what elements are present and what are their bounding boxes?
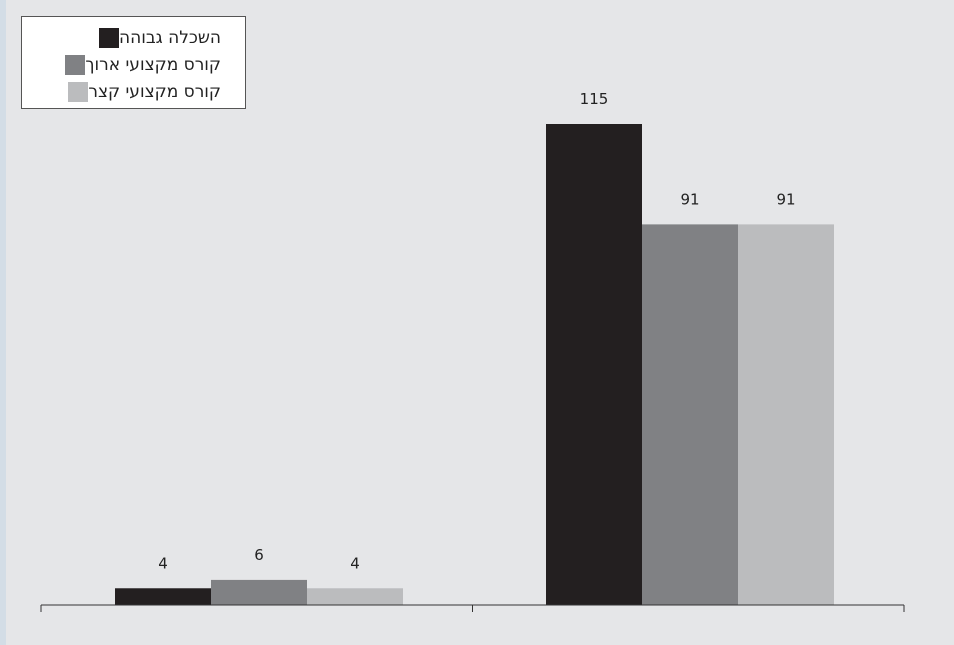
legend-item: השכלה גבוהה bbox=[34, 24, 233, 51]
legend-label: קורס מקצועי ארוך bbox=[85, 54, 221, 75]
data-label: 4 bbox=[158, 554, 168, 572]
left-edge-strip bbox=[0, 0, 6, 645]
data-label: 4 bbox=[350, 554, 360, 572]
bar-series-0-group-0 bbox=[115, 588, 211, 605]
bar-series-1-group-1 bbox=[642, 224, 738, 605]
legend-item: קורס מקצועי קצר bbox=[34, 78, 233, 105]
x-axis bbox=[40, 604, 905, 612]
legend-swatch-2 bbox=[68, 81, 89, 102]
bar-series-0-group-1 bbox=[546, 124, 642, 605]
bars-group bbox=[115, 124, 834, 605]
data-label: 91 bbox=[776, 190, 795, 208]
bar-series-1-group-0 bbox=[211, 579, 307, 605]
legend-swatch-0 bbox=[99, 27, 119, 48]
legend-label: קורס מקצועי קצר bbox=[88, 81, 221, 102]
legend-item: קורס מקצועי ארוך bbox=[34, 51, 233, 78]
data-labels-group: 4 115 6 91 4 91 bbox=[158, 90, 795, 572]
data-label: 6 bbox=[254, 546, 264, 564]
bar-series-2-group-0 bbox=[307, 588, 403, 605]
data-label: 91 bbox=[680, 190, 699, 208]
bar-series-2-group-1 bbox=[738, 224, 834, 605]
data-label: 115 bbox=[580, 90, 609, 108]
legend-swatch-1 bbox=[65, 54, 86, 75]
legend-label: השכלה גבוהה bbox=[119, 27, 221, 48]
legend: השכלה גבוהה קורס מקצועי ארוך קורס מקצועי… bbox=[21, 16, 246, 109]
